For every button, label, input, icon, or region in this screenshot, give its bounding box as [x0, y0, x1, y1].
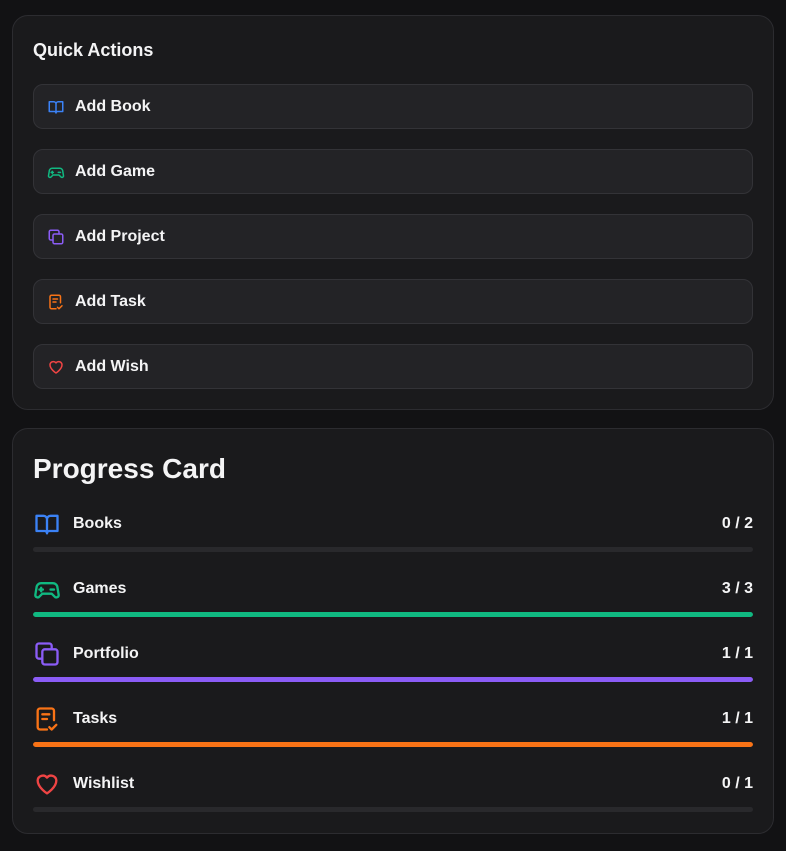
progress-row-tasks: Tasks 1 / 1 — [33, 705, 753, 755]
progress-bar-fill — [33, 612, 753, 617]
progress-label: Tasks — [73, 710, 118, 727]
progress-row-wishlist: Wishlist 0 / 1 — [33, 770, 753, 820]
progress-count: 0 / 2 — [721, 515, 753, 532]
progress-row-games: Games 3 / 3 — [33, 575, 753, 625]
quick-actions-card: Quick Actions Add Book Add Game Add Projec… — [12, 15, 774, 410]
progress-label: Wishlist — [73, 775, 135, 792]
clipboard-check-icon — [49, 294, 63, 309]
progress-card: Progress Card Books 0 / 2 Games 3 / 3 Portfo… — [12, 428, 774, 834]
clipboard-check-icon — [36, 707, 58, 731]
progress-row-books: Books 0 / 2 — [33, 510, 753, 560]
button-label: Add Wish — [75, 357, 149, 375]
add-game-button[interactable]: Add Game — [33, 149, 753, 194]
progress-count: 3 / 3 — [721, 580, 753, 597]
add-task-button[interactable]: Add Task — [33, 279, 753, 324]
progress-bar — [33, 547, 753, 552]
add-project-button[interactable]: Add Project — [33, 214, 753, 259]
progress-bar-fill — [33, 742, 753, 747]
progress-card-title: Progress Card — [33, 453, 226, 484]
gamepad-icon — [34, 582, 60, 599]
quick-actions-title: Quick Actions — [33, 40, 154, 60]
add-book-button[interactable]: Add Book — [33, 84, 753, 129]
copy-icon — [48, 229, 64, 244]
button-label: Add Project — [75, 227, 165, 245]
progress-label: Books — [73, 515, 122, 532]
heart-icon — [49, 360, 63, 374]
add-wish-button[interactable]: Add Wish — [33, 344, 753, 389]
progress-label: Games — [73, 580, 127, 597]
button-label: Add Task — [75, 292, 146, 310]
progress-bar — [33, 807, 753, 812]
button-label: Add Game — [75, 162, 156, 180]
progress-count: 1 / 1 — [721, 710, 753, 727]
progress-bar — [33, 677, 753, 682]
book-icon — [48, 100, 64, 114]
progress-label: Portfolio — [73, 645, 139, 662]
progress-bar — [33, 742, 753, 747]
progress-row-portfolio: Portfolio 1 / 1 — [33, 640, 753, 690]
copy-icon — [35, 642, 59, 666]
progress-count: 1 / 1 — [721, 645, 753, 662]
gamepad-icon — [47, 167, 65, 178]
progress-bar — [33, 612, 753, 617]
progress-count: 0 / 1 — [721, 775, 753, 792]
button-label: Add Book — [75, 97, 151, 115]
book-icon — [35, 514, 59, 535]
heart-icon — [36, 774, 58, 795]
progress-bar-fill — [33, 677, 753, 682]
